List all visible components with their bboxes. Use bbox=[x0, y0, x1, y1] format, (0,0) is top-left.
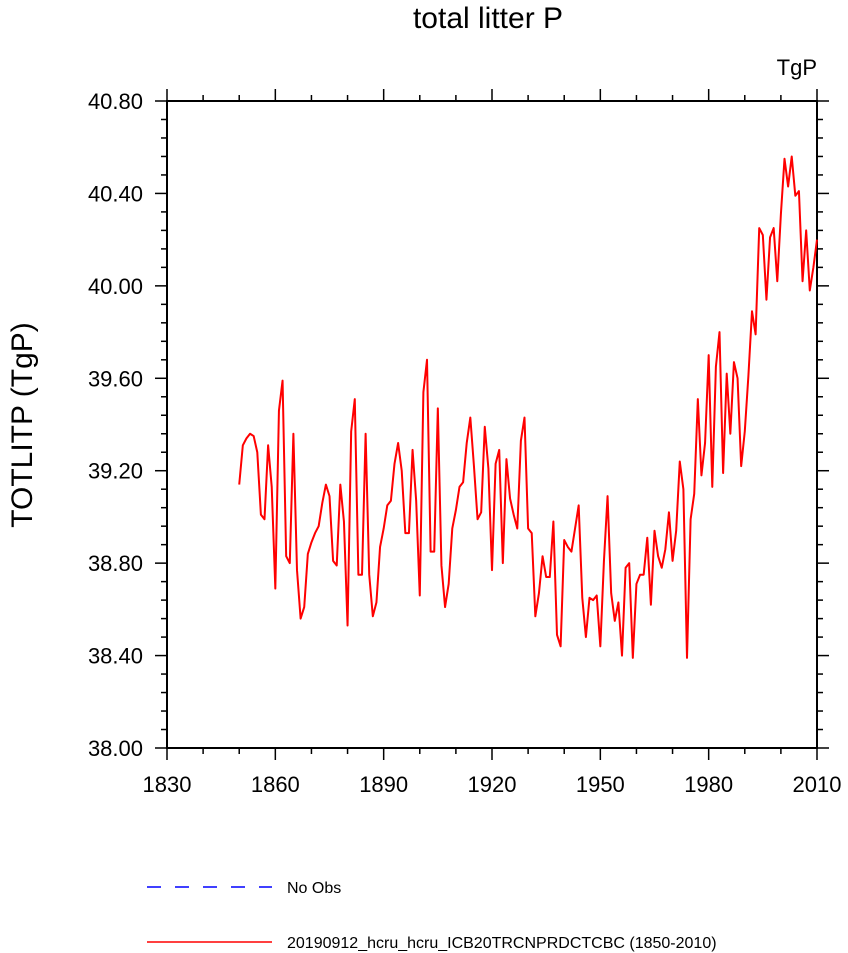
y-tick-label: 38.40 bbox=[88, 644, 143, 669]
chart-title: total litter P bbox=[413, 2, 563, 35]
series-line bbox=[238, 155, 818, 659]
x-axis-tick-labels: 1830 1860 1890 1920 1950 1980 2010 bbox=[143, 772, 842, 797]
y-tick-label: 40.80 bbox=[88, 89, 143, 114]
legend-label-model-run: 20190912_hcru_hcru_ICB20TRCNPRDCTCBC (18… bbox=[287, 935, 717, 952]
x-tick-label: 1920 bbox=[468, 772, 517, 797]
plot-frame bbox=[166, 100, 818, 749]
legend: No Obs 20190912_hcru_hcru_ICB20TRCNPRDCT… bbox=[147, 880, 717, 952]
y-tick-label: 39.20 bbox=[88, 459, 143, 484]
y-tick-label: 40.00 bbox=[88, 274, 143, 299]
units-label: TgP bbox=[777, 55, 817, 80]
y-axis-ticks bbox=[155, 100, 829, 749]
y-tick-label: 40.40 bbox=[88, 181, 143, 206]
x-tick-label: 1830 bbox=[143, 772, 192, 797]
y-tick-label: 38.00 bbox=[88, 736, 143, 761]
x-tick-label: 2010 bbox=[793, 772, 842, 797]
x-tick-label: 1890 bbox=[359, 772, 408, 797]
series-layer bbox=[238, 155, 818, 659]
x-tick-label: 1950 bbox=[576, 772, 625, 797]
x-tick-label: 1860 bbox=[251, 772, 300, 797]
y-axis-tick-labels: 38.00 38.40 38.80 39.20 39.60 40.00 40.40 40.80 bbox=[88, 89, 143, 761]
y-axis-label: TOTLITP (TgP) bbox=[6, 322, 39, 528]
x-tick-label: 1980 bbox=[684, 772, 733, 797]
legend-label-no-obs: No Obs bbox=[287, 880, 341, 897]
plot-border bbox=[166, 100, 818, 749]
x-axis-ticks bbox=[166, 89, 818, 760]
y-tick-label: 38.80 bbox=[88, 551, 143, 576]
y-tick-label: 39.60 bbox=[88, 366, 143, 391]
